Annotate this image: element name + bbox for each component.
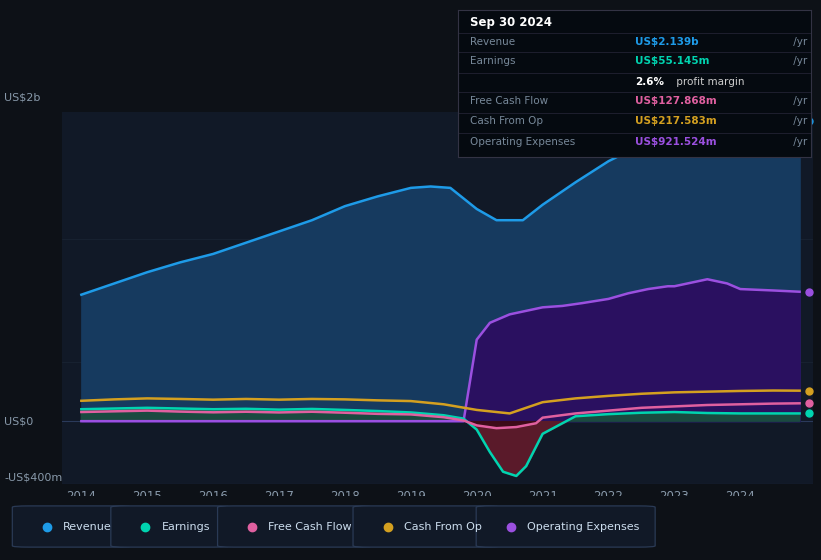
Text: -US$400m: -US$400m xyxy=(4,473,62,482)
Text: Operating Expenses: Operating Expenses xyxy=(470,137,576,147)
Text: US$2.139b: US$2.139b xyxy=(635,37,698,47)
Text: profit margin: profit margin xyxy=(673,77,745,87)
Text: /yr: /yr xyxy=(790,37,807,47)
Text: Earnings: Earnings xyxy=(470,56,516,66)
FancyBboxPatch shape xyxy=(12,506,131,547)
Text: US$55.145m: US$55.145m xyxy=(635,56,709,66)
Text: US$0: US$0 xyxy=(4,416,34,426)
Text: US$127.868m: US$127.868m xyxy=(635,96,717,106)
Text: US$2b: US$2b xyxy=(4,93,40,103)
Text: Cash From Op: Cash From Op xyxy=(404,521,482,531)
Text: Free Cash Flow: Free Cash Flow xyxy=(470,96,548,106)
Text: US$217.583m: US$217.583m xyxy=(635,116,717,127)
Text: Revenue: Revenue xyxy=(63,521,112,531)
Text: Operating Expenses: Operating Expenses xyxy=(527,521,640,531)
Text: /yr: /yr xyxy=(790,116,807,127)
Text: Earnings: Earnings xyxy=(162,521,210,531)
Text: Revenue: Revenue xyxy=(470,37,516,47)
FancyBboxPatch shape xyxy=(218,506,372,547)
FancyBboxPatch shape xyxy=(476,506,655,547)
Text: /yr: /yr xyxy=(790,137,807,147)
Text: Sep 30 2024: Sep 30 2024 xyxy=(470,16,553,29)
Text: 2.6%: 2.6% xyxy=(635,77,663,87)
Text: /yr: /yr xyxy=(790,56,807,66)
FancyBboxPatch shape xyxy=(353,506,499,547)
Text: /yr: /yr xyxy=(790,96,807,106)
FancyBboxPatch shape xyxy=(111,506,230,547)
Text: US$921.524m: US$921.524m xyxy=(635,137,716,147)
Text: Cash From Op: Cash From Op xyxy=(470,116,544,127)
Text: Free Cash Flow: Free Cash Flow xyxy=(268,521,352,531)
